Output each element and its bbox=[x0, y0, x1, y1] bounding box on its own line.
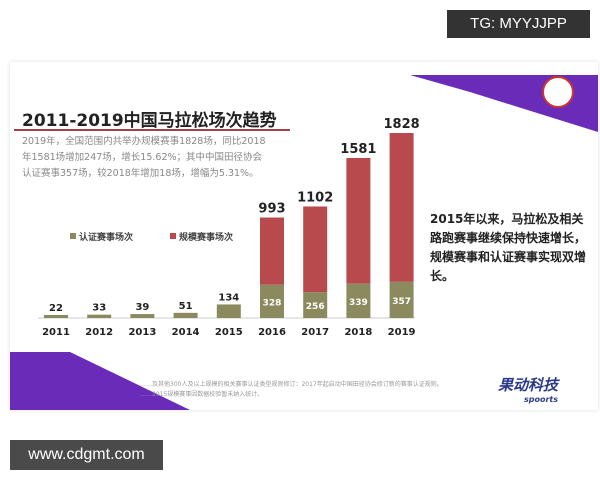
bar-total bbox=[44, 315, 68, 318]
desc-line: 认证赛事357场，较2018年增加18场，增幅为5.31%。 bbox=[22, 168, 259, 179]
data-label-certified: 256 bbox=[306, 302, 325, 312]
x-tick-label: 2011 bbox=[42, 327, 70, 338]
purple-band-bottom bbox=[10, 352, 190, 410]
bar-certified bbox=[346, 283, 371, 318]
bar-certified bbox=[260, 284, 284, 318]
footnote-line: ……及其他300人及以上规模的相关赛事认证类型规则修订：2017年起启动中国田径… bbox=[140, 381, 443, 388]
bar-scale bbox=[346, 157, 371, 284]
legend-swatch bbox=[70, 233, 76, 239]
bar-chart: 22 2011 33 2012 39 2013 51 2014 134 2015 993 328 201… bbox=[38, 117, 420, 338]
desc-line: 2019年，全国范围内共举办规模赛事1828场，同比2018 bbox=[22, 136, 266, 147]
bar-scale bbox=[260, 217, 284, 285]
x-tick-label: 2019 bbox=[388, 327, 416, 338]
footnote-line: ……2015规模赛事因数据校验暂未纳入统计。 bbox=[140, 391, 264, 398]
bar-scale bbox=[389, 133, 414, 282]
data-label: 22 bbox=[49, 303, 63, 314]
data-label-total: 1581 bbox=[340, 142, 376, 157]
logo-name: 果动科技 bbox=[498, 376, 559, 394]
legend-label: 规模赛事场次 bbox=[179, 231, 233, 243]
logo-sub: spoorts bbox=[524, 395, 559, 404]
x-tick-label: 2015 bbox=[215, 327, 243, 338]
chart-title: 2011-2019中国马拉松场次趋势 bbox=[22, 111, 277, 131]
x-tick-label: 2013 bbox=[128, 327, 156, 338]
data-label: 39 bbox=[135, 302, 149, 313]
footnote: ……及其他300人及以上规模的相关赛事认证类型规则修订：2017年起启动中国田径… bbox=[140, 380, 490, 400]
data-label-total: 993 bbox=[258, 202, 285, 217]
x-tick-label: 2016 bbox=[258, 327, 286, 338]
data-label-certified: 339 bbox=[349, 298, 368, 308]
title-rule bbox=[14, 129, 290, 131]
slide: 2011-2019中国马拉松场次趋势 2019年，全国范围内共举办规模赛事182… bbox=[10, 62, 598, 410]
legend-label: 认证赛事场次 bbox=[79, 231, 133, 243]
data-label-certified: 357 bbox=[392, 297, 411, 307]
brand-logo: 果动科技 spoorts bbox=[498, 374, 558, 404]
summary-text: 2015年以来，马拉松及相关路跑赛事继续保持快速增长，规模赛事和认证赛事实现双增… bbox=[430, 212, 587, 283]
decor bbox=[10, 75, 598, 410]
data-label-total: 1828 bbox=[384, 117, 420, 132]
x-tick-label: 2018 bbox=[344, 327, 372, 338]
data-label-total: 1102 bbox=[297, 190, 333, 205]
legend-swatch bbox=[170, 233, 176, 239]
data-label-certified: 328 bbox=[263, 298, 282, 308]
description: 2019年，全国范围内共举办规模赛事1828场，同比2018 年1581场增加2… bbox=[22, 134, 292, 182]
x-tick-label: 2014 bbox=[172, 327, 200, 338]
data-label: 134 bbox=[218, 292, 239, 303]
bar-certified bbox=[303, 292, 328, 318]
bar-total bbox=[173, 312, 198, 318]
association-seal-icon bbox=[542, 76, 574, 108]
data-label: 51 bbox=[179, 301, 193, 312]
bar-scale bbox=[303, 206, 328, 293]
bar-total bbox=[130, 314, 155, 318]
desc-line: 年1581场增加247场，增长15.62%；其中中国田径协会 bbox=[22, 152, 263, 163]
bar-certified bbox=[389, 281, 414, 318]
x-tick-label: 2012 bbox=[85, 327, 113, 338]
x-tick-label: 2017 bbox=[301, 327, 329, 338]
data-label: 33 bbox=[92, 303, 106, 314]
bar-total bbox=[87, 314, 112, 318]
bar-total bbox=[216, 304, 241, 318]
watermark-top: TG: MYYJJPP bbox=[447, 10, 590, 38]
watermark-bottom: www.cdgmt.com bbox=[10, 440, 163, 470]
